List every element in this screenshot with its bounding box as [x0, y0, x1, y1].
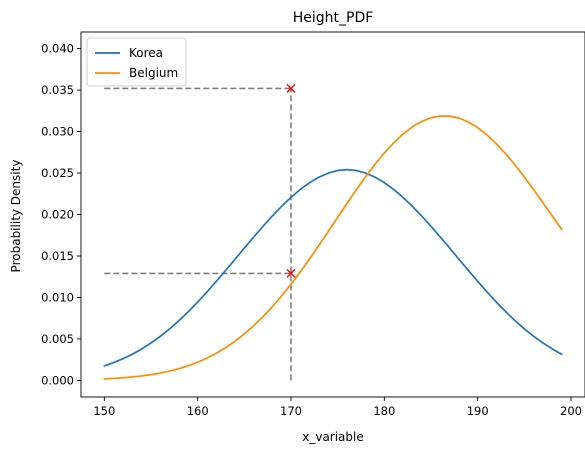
x-tick-label: 190 [467, 404, 489, 418]
y-tick-label: 0.015 [41, 249, 74, 263]
x-axis-label: x_variable [302, 430, 364, 444]
x-tick-label: 170 [280, 404, 302, 418]
marker-x-2 [286, 268, 296, 278]
y-tick-label: 0.025 [41, 166, 74, 180]
y-tick-label: 0.020 [41, 208, 74, 222]
y-tick-label: 0.005 [41, 332, 74, 346]
series-line-korea [103, 168, 563, 367]
marker-x-1 [286, 83, 296, 93]
y-tick-label: 0.000 [41, 373, 74, 387]
y-tick-label: 0.030 [41, 125, 74, 139]
x-tick-label: 160 [187, 404, 209, 418]
series-line-belgium [103, 115, 563, 380]
y-axis-label: Probability Density [9, 160, 23, 273]
plot-area [103, 83, 563, 381]
y-tick-label: 0.040 [41, 42, 74, 56]
legend-label-belgium: Belgium [129, 66, 178, 80]
x-tick-label: 150 [93, 404, 115, 418]
x-tick-label: 200 [560, 404, 582, 418]
legend: Korea Belgium [86, 37, 187, 87]
legend-box [86, 37, 187, 87]
plot-frame [80, 31, 585, 398]
y-tick-label: 0.035 [41, 83, 74, 97]
chart-title: Height_PDF [293, 10, 374, 26]
axis-ticks: 150 160 170 180 190 200 0.000 0.005 0.010 0.015 0.… [41, 42, 582, 418]
legend-label-korea: Korea [129, 46, 163, 60]
y-tick-label: 0.010 [41, 290, 74, 304]
x-tick-label: 180 [373, 404, 395, 418]
